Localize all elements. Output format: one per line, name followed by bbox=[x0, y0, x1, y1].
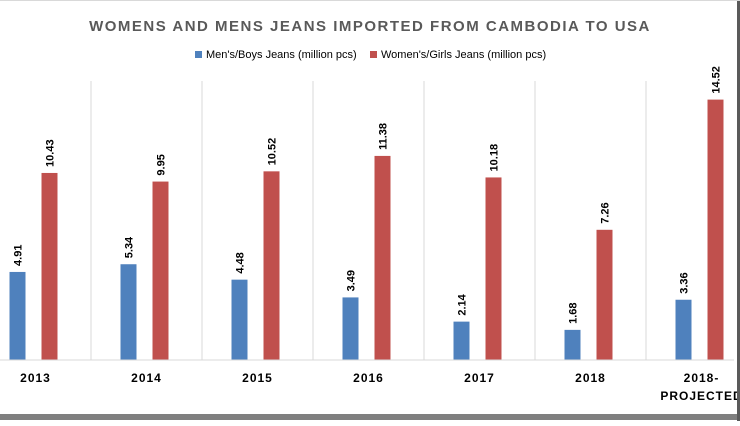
legend-swatch bbox=[370, 51, 377, 58]
legend-label: Women's/Girls Jeans (million pcs) bbox=[381, 49, 546, 61]
bar bbox=[41, 172, 58, 360]
bar bbox=[675, 299, 692, 360]
data-labels: 4.91 10.43 5.34 9.95 4.48 10.52 3.49 11.38 2.14 1… bbox=[13, 66, 723, 324]
bar bbox=[485, 177, 502, 360]
bar bbox=[596, 229, 613, 360]
bar bbox=[453, 321, 470, 360]
data-label: 4.48 bbox=[235, 252, 247, 273]
x-tick-label: 2015 bbox=[242, 371, 273, 385]
data-label: 4.91 bbox=[13, 245, 25, 266]
bar bbox=[707, 99, 724, 360]
x-tick-label: 2018- bbox=[684, 371, 720, 385]
x-tick-label: 2017 bbox=[464, 371, 495, 385]
data-label: 11.38 bbox=[378, 123, 390, 150]
x-tick-label: 2018 bbox=[575, 371, 606, 385]
data-label: 14.52 bbox=[711, 66, 723, 94]
bar bbox=[231, 279, 248, 360]
data-label: 2.14 bbox=[457, 293, 469, 315]
bar bbox=[374, 155, 391, 360]
legend: Men's/Boys Jeans (million pcs) Women's/Gi… bbox=[195, 49, 546, 61]
data-label: 7.26 bbox=[600, 202, 612, 223]
bar bbox=[342, 297, 359, 360]
bar bbox=[152, 181, 169, 360]
bar bbox=[564, 329, 581, 360]
legend-swatch bbox=[195, 51, 202, 58]
bar bbox=[263, 171, 280, 360]
x-axis-tick-labels: 2013 2014 2015 2016 2017 2018 2018- PROJECTED bbox=[20, 371, 740, 403]
bar bbox=[9, 271, 26, 360]
data-label: 1.68 bbox=[568, 302, 580, 323]
data-label: 10.52 bbox=[267, 138, 279, 166]
legend-label: Men's/Boys Jeans (million pcs) bbox=[206, 49, 357, 61]
x-tick-label: 2014 bbox=[131, 371, 162, 385]
data-label: 3.49 bbox=[346, 270, 358, 291]
right-border bbox=[737, 1, 740, 421]
chart-title: WOMENS AND MENS JEANS IMPORTED FROM CAMB… bbox=[89, 18, 651, 35]
bottom-border bbox=[0, 414, 740, 420]
data-label: 3.36 bbox=[679, 272, 691, 293]
bars bbox=[9, 99, 724, 360]
data-label: 10.43 bbox=[45, 139, 57, 167]
bar bbox=[120, 264, 137, 360]
data-label: 10.18 bbox=[489, 144, 501, 172]
data-label: 5.34 bbox=[124, 236, 136, 258]
category-separators bbox=[90, 81, 647, 360]
x-tick-label: 2013 bbox=[20, 371, 51, 385]
x-tick-label: 2016 bbox=[353, 371, 384, 385]
data-label: 9.95 bbox=[156, 154, 168, 175]
x-tick-label: PROJECTED bbox=[660, 389, 740, 403]
